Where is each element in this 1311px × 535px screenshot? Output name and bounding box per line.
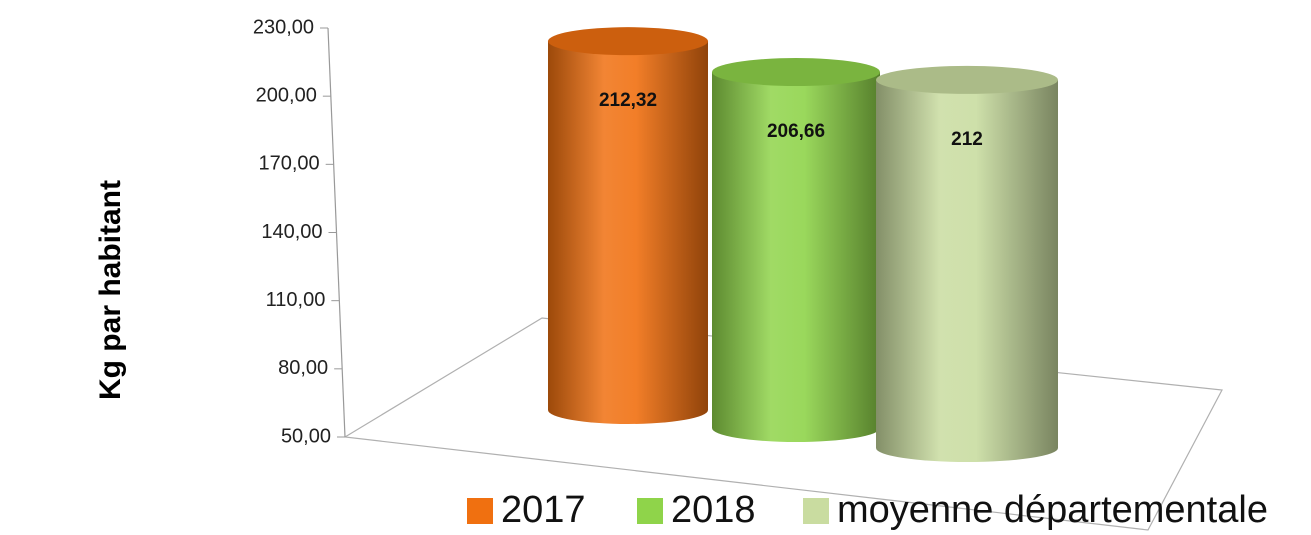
legend-swatch [803,498,829,524]
cylinder-top [712,58,880,87]
y-tick-label: 50,00 [281,425,331,447]
cylinder-top [876,65,1058,94]
y-tick-label: 200,00 [256,84,317,106]
cylinder [548,41,708,425]
legend-swatch [637,498,663,524]
y-tick-label: 110,00 [266,289,326,311]
cylinder-top [548,27,708,56]
legend-label: 2017 [501,489,586,531]
value-label: 212,32 [599,90,657,111]
value-label: 206,66 [767,121,825,142]
cylinder [712,72,880,443]
legend-label: 2018 [671,489,756,531]
cylinder [876,79,1058,463]
y-tick-label: 170,00 [258,153,319,175]
y-tick-label: 230,00 [253,16,314,38]
value-label: 212 [951,129,983,150]
legend-label: moyenne départementale [837,489,1268,531]
y-tick-label: 140,00 [261,221,322,243]
y-axis-title: Kg par habitant [94,180,127,400]
y-tick-label: 80,00 [278,357,328,379]
floor [343,317,1223,531]
legend-swatch [467,498,493,524]
